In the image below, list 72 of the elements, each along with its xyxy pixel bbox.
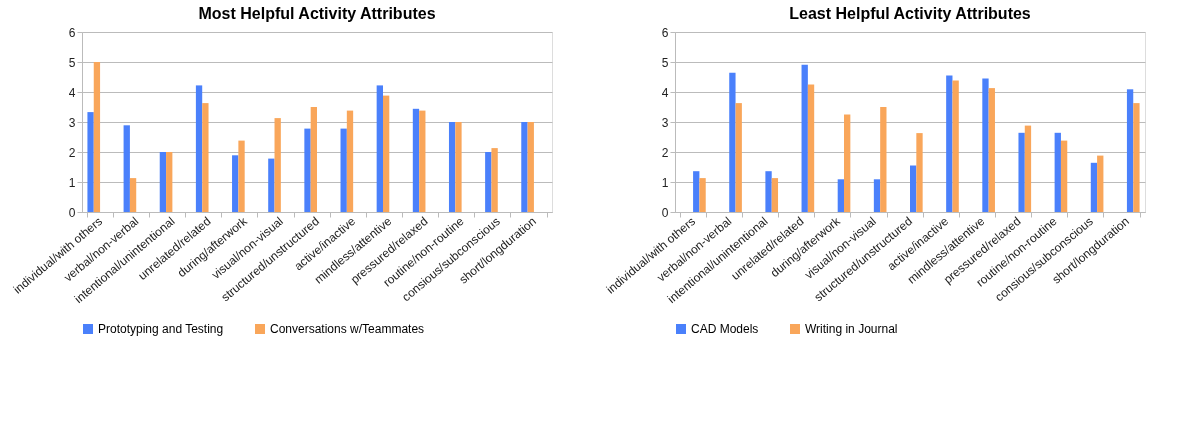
- bar: [771, 178, 779, 212]
- bar: [448, 122, 456, 212]
- bar: [1024, 125, 1032, 212]
- bar: [1133, 103, 1140, 212]
- bar: [844, 114, 851, 212]
- y-tick-label: 3: [68, 115, 76, 130]
- bar: [166, 152, 173, 212]
- bar: [93, 62, 101, 212]
- bar: [274, 118, 281, 212]
- bar: [1097, 155, 1104, 212]
- bar: [304, 128, 311, 212]
- bar: [521, 122, 528, 212]
- bar: [159, 152, 167, 212]
- bar: [376, 85, 383, 212]
- y-tick-label: 6: [68, 25, 76, 40]
- bar: [232, 155, 239, 212]
- bar: [952, 80, 959, 212]
- bar: [382, 95, 390, 212]
- bar: [202, 103, 209, 212]
- bar: [1060, 140, 1068, 212]
- y-tick-label: 0: [68, 205, 76, 220]
- bar: [491, 148, 498, 212]
- bar: [946, 75, 953, 212]
- bar: [873, 179, 881, 212]
- bar: [268, 158, 275, 212]
- bar: [1054, 132, 1061, 212]
- bar: [195, 85, 203, 212]
- bar: [880, 107, 887, 212]
- y-tick-label: 3: [661, 115, 669, 130]
- bar: [837, 179, 845, 212]
- y-tick-label: 2: [661, 145, 669, 160]
- bar: [1090, 162, 1098, 212]
- legend-label: Prototyping and Testing: [98, 322, 224, 336]
- bar: [87, 112, 94, 212]
- bar: [735, 103, 742, 212]
- y-tick-label: 5: [661, 55, 669, 70]
- bar: [238, 140, 245, 212]
- y-tick-label: 6: [661, 25, 669, 40]
- y-tick-label: 4: [661, 85, 669, 100]
- legend-label: Writing in Journal: [805, 322, 898, 336]
- y-tick-label: 0: [661, 205, 669, 220]
- bar: [916, 133, 923, 212]
- legend-label: CAD Models: [691, 322, 759, 336]
- y-tick-label: 1: [68, 175, 76, 190]
- y-tick-label: 2: [68, 145, 76, 160]
- bar: [982, 78, 989, 212]
- chart-title: Most Helpful Activity Attributes: [198, 5, 436, 22]
- bar: [129, 178, 137, 212]
- bar: [765, 171, 772, 212]
- chart-title: Least Helpful Activity Attributes: [789, 5, 1031, 22]
- bar: [419, 110, 426, 212]
- bar: [412, 108, 420, 212]
- bar: [310, 107, 317, 212]
- bar: [699, 178, 706, 212]
- bar: [123, 125, 130, 212]
- bar: [988, 88, 995, 212]
- bar: [729, 72, 736, 212]
- bar: [910, 165, 917, 212]
- legend-label: Conversations w/Teammates: [270, 322, 425, 336]
- bar: [1126, 89, 1134, 212]
- bar: [527, 122, 534, 212]
- bar: [807, 84, 815, 212]
- y-tick-label: 4: [68, 85, 76, 100]
- bar: [485, 152, 492, 212]
- bar: [801, 64, 808, 212]
- bar: [1018, 132, 1025, 212]
- bar: [455, 122, 462, 212]
- bar: [340, 128, 347, 212]
- bar: [693, 171, 700, 212]
- y-tick-label: 5: [68, 55, 76, 70]
- y-tick-label: 1: [661, 175, 669, 190]
- bar: [346, 110, 354, 212]
